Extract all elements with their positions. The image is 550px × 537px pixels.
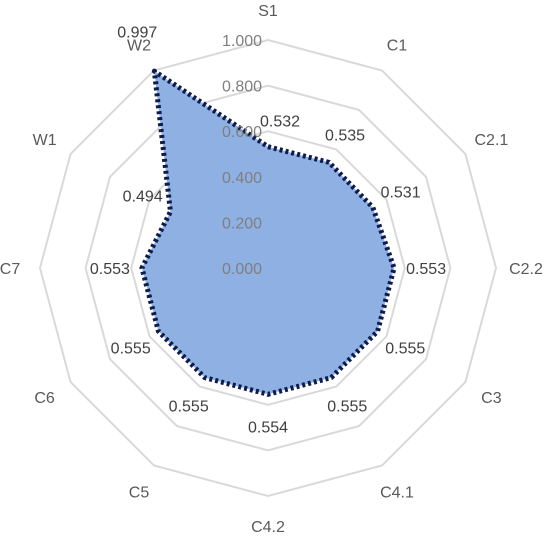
- data-label: 0.531: [381, 185, 421, 202]
- data-label: 0.535: [325, 128, 365, 145]
- tick-label: 0.200: [222, 215, 262, 232]
- axis-label: C5: [129, 484, 150, 501]
- data-label: 0.555: [111, 340, 151, 357]
- axis-label: C7: [0, 261, 20, 278]
- tick-label: 0.000: [222, 261, 262, 278]
- data-label: 0.554: [248, 419, 288, 436]
- data-label: 0.997: [117, 25, 157, 42]
- data-label-layer: 0.532 0.535 0.531 0.553 0.555 0.555 0.554 0.555…: [90, 25, 446, 437]
- axis-label-layer: S1 C1 C2.1 C2.2 C3 C4.1 C4.2 C5 C6 C7 W1 W2: [0, 3, 543, 536]
- series-area: [139, 68, 397, 397]
- data-label: 0.555: [169, 398, 209, 415]
- axis-label: W2: [127, 38, 151, 55]
- axis-label: C2.2: [509, 261, 543, 278]
- grid-ring: [38, 38, 498, 498]
- axis-label: C1: [387, 38, 408, 55]
- tick-label: 0.800: [222, 79, 262, 96]
- axis-label: C3: [481, 390, 502, 407]
- axis-label: C2.1: [475, 132, 509, 149]
- grid-ring: [130, 130, 406, 406]
- tick-label: 0.400: [222, 170, 262, 187]
- tick-label-layer: 0.000 0.200 0.400 0.600 0.800 1.000: [222, 33, 262, 278]
- data-label: 0.555: [385, 340, 425, 357]
- axis-label: S1: [258, 3, 278, 20]
- series-layer: [139, 68, 397, 397]
- axis-label: C6: [34, 390, 55, 407]
- grid-ring: [84, 84, 452, 452]
- data-label: 0.553: [406, 261, 446, 278]
- data-label: 0.532: [260, 114, 300, 131]
- tick-label: 1.000: [222, 33, 262, 50]
- data-label: 0.494: [123, 189, 163, 206]
- axis-label: C4.1: [380, 484, 414, 501]
- data-label: 0.553: [90, 261, 130, 278]
- tick-label: 0.600: [222, 124, 262, 141]
- axis-label: C4.2: [251, 519, 285, 536]
- data-label: 0.555: [327, 398, 367, 415]
- axis-label: W1: [33, 132, 57, 149]
